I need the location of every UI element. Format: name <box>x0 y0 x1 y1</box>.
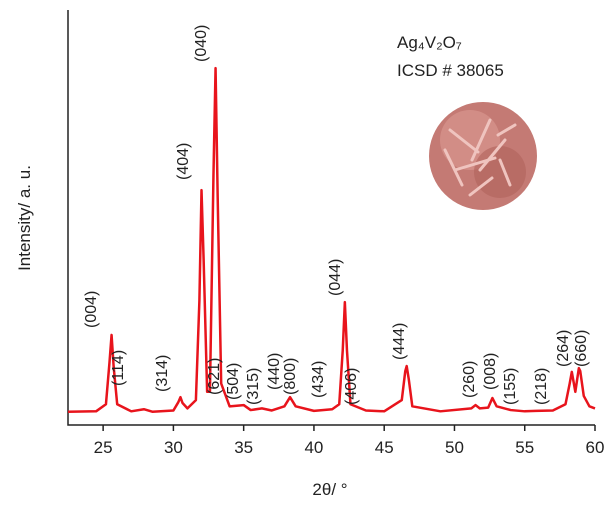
x-tick-label: 60 <box>586 438 605 457</box>
peak-label: (404) <box>175 143 192 180</box>
peak-label: (315) <box>245 368 262 405</box>
peak-label: (660) <box>573 330 590 367</box>
axes <box>67 10 595 426</box>
peak-label: (004) <box>83 291 100 328</box>
peak-label: (008) <box>482 353 499 390</box>
peak-label: (264) <box>555 330 572 367</box>
peak-label: (444) <box>391 323 408 360</box>
inset-formula: Ag₄V₂O₇ <box>397 33 462 52</box>
x-tick-label: 30 <box>164 438 183 457</box>
peak-label: (406) <box>343 368 360 405</box>
x-tick-label: 40 <box>304 438 323 457</box>
peak-label: (504) <box>225 363 242 400</box>
inset-icsd: ICSD # 38065 <box>397 61 504 80</box>
peak-label: (155) <box>502 368 519 405</box>
x-tick-label: 35 <box>234 438 253 457</box>
x-axis-label: 2θ/ ° <box>312 480 347 499</box>
peak-label: (621) <box>206 358 223 395</box>
peak-label: (040) <box>193 25 210 62</box>
peak-label: (314) <box>154 355 171 392</box>
peak-label: (114) <box>110 350 127 386</box>
peak-label: (800) <box>282 358 299 395</box>
x-tick-label: 45 <box>375 438 394 457</box>
y-axis-label: Intensity/ a. u. <box>15 165 34 271</box>
x-tick-label: 55 <box>515 438 534 457</box>
inset-image <box>429 102 537 210</box>
peak-label: (044) <box>327 259 344 296</box>
peak-label: (440) <box>266 353 283 390</box>
x-tick-label: 25 <box>94 438 113 457</box>
peak-label: (434) <box>310 361 327 398</box>
peak-label: (218) <box>533 368 550 405</box>
peak-label: (260) <box>461 361 478 398</box>
data-line <box>67 66 596 413</box>
x-tick-label: 50 <box>445 438 464 457</box>
